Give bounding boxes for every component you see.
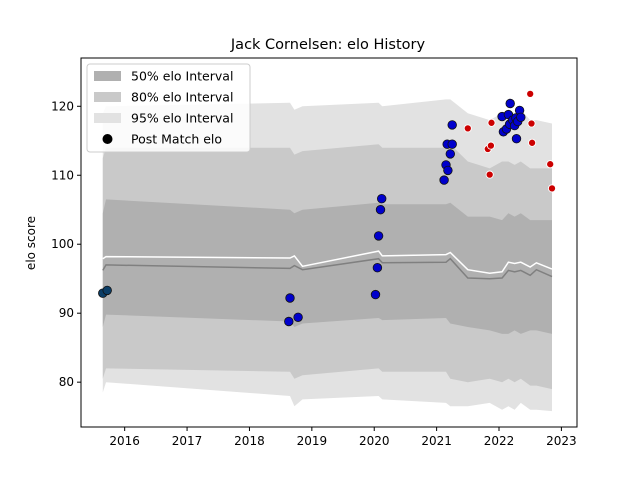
legend-swatch-i80 [94,92,121,102]
post-match-point [439,175,449,185]
y-tick-label: 100 [51,237,74,251]
post-match-point [487,118,496,127]
post-match-point [445,149,456,159]
post-match-point [372,263,383,273]
x-tick-label: 2023 [546,434,577,448]
x-tick-label: 2021 [421,434,452,448]
x-tick-label: 2016 [109,434,140,448]
post-match-point [293,312,303,323]
post-match-point [102,285,112,296]
post-match-point [526,89,535,98]
interval-bands [102,99,553,412]
legend-swatch-i50 [94,71,121,81]
chart-title: Jack Cornelsen: elo History [230,37,426,53]
legend-label-post: Post Match elo [131,132,222,147]
post-match-points [98,89,557,327]
post-match-point [511,133,522,144]
post-match-point [528,138,537,147]
x-tick-label: 2020 [359,434,390,448]
x-tick-label: 2019 [297,434,328,448]
y-axis-label: elo score [24,216,38,270]
x-tick-label: 2022 [484,434,515,448]
y-axis: 80 90 100 110 120 [51,99,81,389]
post-match-point [463,124,472,133]
post-match-point [443,165,453,176]
post-match-point [547,184,557,193]
post-match-point [447,120,457,130]
y-tick-label: 110 [51,168,74,182]
legend-swatch-i95 [94,113,121,123]
x-axis: 2016 2017 2018 2019 2020 2021 2022 2023 [109,427,577,448]
elo-lines [102,250,553,280]
post-match-point [377,193,387,204]
post-match-point [486,141,495,150]
post-match-point [284,316,294,327]
legend-label-i80: 80% elo Interval [131,90,233,105]
y-tick-label: 80 [59,375,74,389]
post-match-point [485,170,494,179]
post-match-point [546,160,555,169]
post-match-point [527,119,536,128]
y-tick-label: 120 [51,99,74,113]
mean-line [102,250,553,274]
post-match-point [516,112,526,123]
legend-marker-post [102,134,113,144]
legend: 50% elo Interval 80% elo Interval 95% elo … [86,63,251,153]
plot-frame [80,57,578,428]
legend-label-i50: 50% elo Interval [131,69,233,84]
post-match-point [447,139,457,149]
y-tick-label: 90 [59,306,74,320]
post-match-point [285,293,295,303]
x-tick-label: 2017 [172,434,203,448]
legend-box [86,63,251,153]
post-match-point [505,98,515,109]
median-line [102,257,553,280]
legend-label-i95: 95% elo Interval [131,111,233,126]
post-match-point [373,231,384,241]
x-tick-label: 2018 [234,434,265,448]
post-match-point [375,204,386,215]
post-match-point [370,289,381,300]
